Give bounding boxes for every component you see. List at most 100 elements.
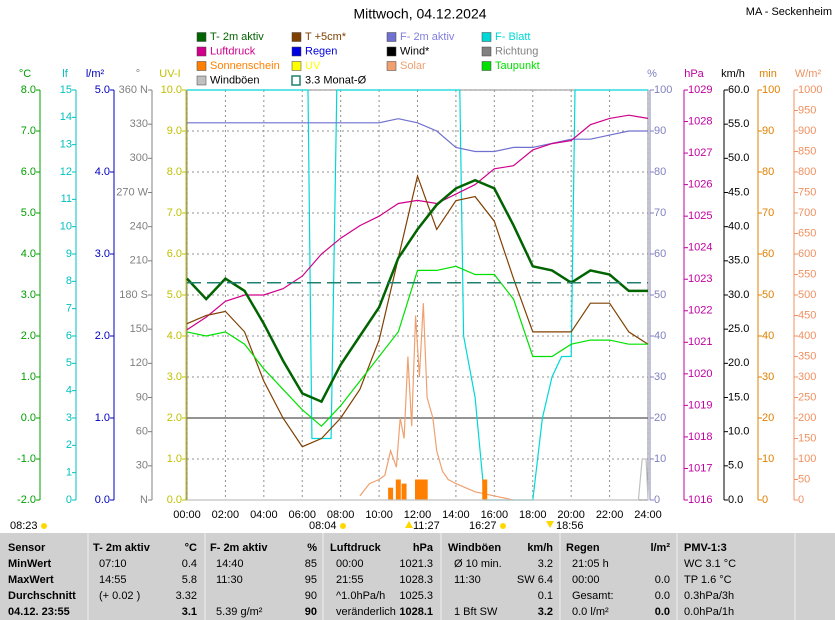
sunshine-bar xyxy=(395,479,401,500)
axis-title: W/m² xyxy=(795,68,822,80)
column-title: Regen xyxy=(566,542,600,554)
y-tick-label: 7.0 xyxy=(21,125,36,137)
y-tick-label: 20.0 xyxy=(728,357,749,369)
legend-label: T- 2m aktiv xyxy=(210,31,264,43)
sun-icon xyxy=(405,521,413,528)
x-tick-label: 02:00 xyxy=(212,509,240,521)
legend-swatch xyxy=(386,46,397,57)
table-cell: 1028.3 xyxy=(399,574,433,586)
x-tick-label: 08:00 xyxy=(327,509,355,521)
table-cell: 1025.3 xyxy=(399,590,433,602)
y-tick-label: 40.0 xyxy=(728,221,749,233)
x-tick-label: 04:00 xyxy=(250,509,278,521)
y-tick-label: 6 xyxy=(66,330,72,342)
y-tick-label: 90 xyxy=(654,125,666,137)
y-tick-label: 1028 xyxy=(688,115,712,127)
y-tick-label: 1.0 xyxy=(95,412,110,424)
y-tick-label: 10 xyxy=(60,221,72,233)
y-tick-label: 6.0 xyxy=(21,166,36,178)
table-cell: 1 Bft SW xyxy=(454,606,498,618)
legend-swatch xyxy=(291,32,302,42)
y-tick-label: 40 xyxy=(762,330,774,342)
y-tick-label: 1022 xyxy=(688,305,712,317)
y-tick-label: 8 xyxy=(66,275,72,287)
y-tick-label: 210 xyxy=(130,255,148,267)
table-background xyxy=(0,533,835,620)
column-unit: °C xyxy=(185,542,197,554)
sun-icon xyxy=(41,523,47,529)
y-tick-label: 200 xyxy=(798,412,816,424)
column-title: F- 2m aktiv xyxy=(210,542,268,554)
y-tick-label: 1020 xyxy=(688,368,712,380)
row-head: MaxWert xyxy=(8,574,54,586)
sunshine-bar xyxy=(401,483,407,500)
table-cell: 0.0 l/m² xyxy=(572,606,609,618)
sunshine-bar xyxy=(422,479,428,500)
y-tick-label: 9.0 xyxy=(167,125,182,137)
y-tick-label: 150 xyxy=(130,323,148,335)
table-cell: 0.3hPa/3h xyxy=(684,590,734,602)
y-tick-label: 950 xyxy=(798,104,816,116)
table-cell: TP 1.6 °C xyxy=(684,574,732,586)
column-unit: l/m² xyxy=(650,542,670,554)
y-tick-label: 4.0 xyxy=(167,330,182,342)
legend-swatch xyxy=(291,46,302,57)
y-tick-label: 70 xyxy=(654,207,666,219)
y-tick-label: 120 xyxy=(130,357,148,369)
y-tick-label: 600 xyxy=(798,248,816,260)
legend-label: Richtung xyxy=(495,45,538,57)
sun-marker: 16:27 xyxy=(469,520,497,532)
y-tick-label: 100 xyxy=(798,453,816,465)
y-tick-label: 450 xyxy=(798,309,816,321)
y-tick-label: 15 xyxy=(60,84,72,96)
column-unit: km/h xyxy=(527,542,553,554)
y-tick-label: 15.0 xyxy=(728,391,749,403)
y-tick-label: 2.0 xyxy=(21,330,36,342)
y-tick-label: 700 xyxy=(798,207,816,219)
legend-label: 3.3 Monat-Ø xyxy=(305,74,367,86)
sun-icon xyxy=(500,523,506,529)
axis-title: km/h xyxy=(721,68,745,80)
axis-title: °C xyxy=(19,68,31,80)
table-cell: 00:00 xyxy=(336,558,364,570)
chart-title: Mittwoch, 04.12.2024 xyxy=(353,6,486,22)
y-tick-label: 3.0 xyxy=(95,248,110,260)
legend-swatch xyxy=(386,61,397,71)
legend-label: F- 2m aktiv xyxy=(400,31,455,43)
y-tick-label: 13 xyxy=(60,139,72,151)
y-tick-label: 4.0 xyxy=(21,248,36,260)
sun-icon xyxy=(340,523,346,529)
y-tick-label: 300 xyxy=(130,152,148,164)
y-tick-label: 850 xyxy=(798,145,816,157)
x-tick-label: 22:00 xyxy=(596,509,624,521)
sun-marker: 08:04 xyxy=(309,520,337,532)
table-cell: 3.1 xyxy=(182,606,197,618)
y-tick-label: 400 xyxy=(798,330,816,342)
table-cell: 85 xyxy=(305,558,317,570)
y-tick-label: 1025 xyxy=(688,210,712,222)
table-cell: 0.0 xyxy=(655,606,670,618)
legend-swatch xyxy=(291,61,302,71)
row-head: 04.12. 23:55 xyxy=(8,606,70,618)
x-tick-label: 14:00 xyxy=(442,509,470,521)
y-tick-label: 4 xyxy=(66,385,72,397)
y-tick-label: 100 xyxy=(762,84,780,96)
y-tick-label: 0 xyxy=(762,494,768,506)
y-tick-label: 240 xyxy=(130,221,148,233)
y-tick-label: 0.0 xyxy=(728,494,743,506)
table-cell: ^1.0hPa/h xyxy=(336,590,385,602)
y-tick-label: 0 xyxy=(654,494,660,506)
y-tick-label: 60 xyxy=(136,426,148,438)
y-tick-label: 0.0 xyxy=(167,494,182,506)
y-tick-label: 5.0 xyxy=(95,84,110,96)
y-tick-label: 0.0 xyxy=(95,494,110,506)
axis-title: % xyxy=(647,68,657,80)
column-title: T- 2m aktiv xyxy=(93,542,151,554)
table-cell: 3.2 xyxy=(538,606,553,618)
y-tick-label: 3 xyxy=(66,412,72,424)
y-tick-label: 330 xyxy=(130,118,148,130)
y-tick-label: 350 xyxy=(798,350,816,362)
y-tick-label: 1019 xyxy=(688,399,712,411)
y-tick-label: 180 S xyxy=(119,289,148,301)
table-cell: 3.32 xyxy=(176,590,197,602)
